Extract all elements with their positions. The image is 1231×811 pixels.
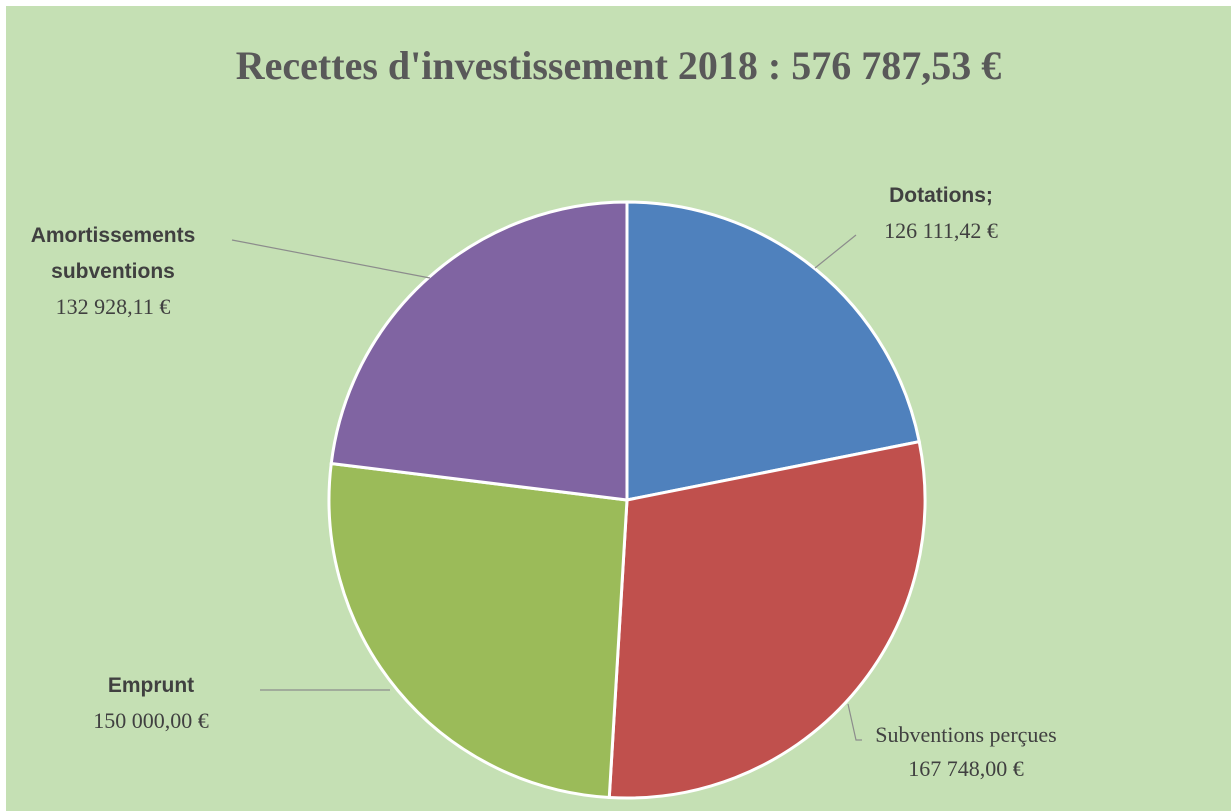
data-label-value: 132 928,11 € (55, 294, 171, 319)
data-label-name: Emprunt (107, 674, 195, 697)
leader-line (847, 703, 862, 741)
data-label-name: Subventions perçues (875, 722, 1057, 747)
data-label-value: 150 000,00 € (93, 708, 209, 733)
pie-slice (329, 200, 629, 502)
data-label-name: Dotations; (889, 184, 993, 207)
chart: Recettes d'investissement 2018 : 576 787… (6, 6, 1231, 811)
leader-line (231, 239, 431, 279)
pie-slice (327, 461, 629, 800)
pie-area (231, 200, 927, 800)
leader-line (814, 234, 857, 269)
chart-title: Recettes d'investissement 2018 : 576 787… (235, 43, 1002, 88)
pie-slice (607, 439, 927, 800)
data-label-value: 167 748,00 € (908, 756, 1024, 781)
data-label-name: Amortissements subventions (30, 224, 196, 283)
pie-slice (625, 200, 922, 502)
data-label-value: 126 111,42 € (884, 218, 998, 243)
